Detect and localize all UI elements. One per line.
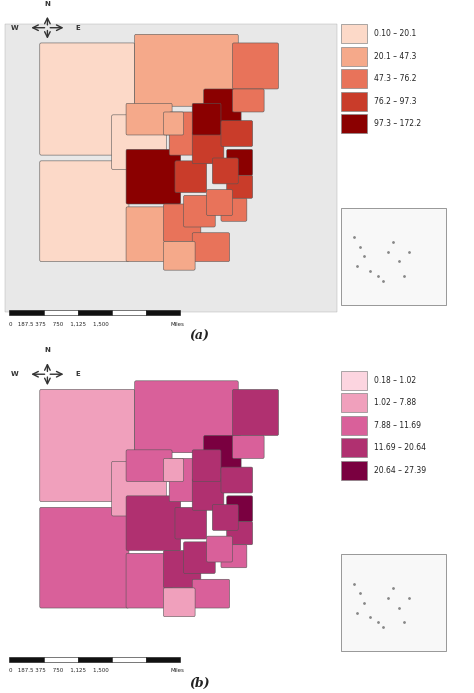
FancyBboxPatch shape — [164, 459, 183, 482]
Text: 1.02 – 7.88: 1.02 – 7.88 — [374, 398, 417, 407]
Text: 76.2 – 97.3: 76.2 – 97.3 — [374, 97, 417, 106]
FancyBboxPatch shape — [183, 195, 215, 227]
FancyBboxPatch shape — [207, 536, 232, 562]
FancyBboxPatch shape — [192, 103, 221, 135]
FancyBboxPatch shape — [192, 579, 229, 608]
FancyBboxPatch shape — [227, 150, 253, 175]
FancyBboxPatch shape — [221, 467, 253, 493]
FancyBboxPatch shape — [232, 435, 264, 459]
Text: 97.3 – 172.2: 97.3 – 172.2 — [374, 119, 421, 128]
Text: W: W — [11, 371, 19, 377]
FancyBboxPatch shape — [341, 461, 367, 480]
Text: Miles: Miles — [171, 668, 184, 673]
FancyBboxPatch shape — [227, 496, 253, 522]
Text: W: W — [11, 25, 19, 30]
FancyBboxPatch shape — [232, 89, 264, 112]
FancyBboxPatch shape — [204, 435, 241, 473]
Text: S: S — [45, 395, 50, 401]
FancyBboxPatch shape — [40, 507, 129, 608]
Text: 47.3 – 76.2: 47.3 – 76.2 — [374, 74, 417, 83]
Text: 7.88 – 11.69: 7.88 – 11.69 — [374, 421, 421, 430]
FancyBboxPatch shape — [169, 459, 198, 502]
Bar — [5, 24, 337, 312]
FancyBboxPatch shape — [112, 462, 166, 516]
FancyBboxPatch shape — [341, 416, 367, 435]
FancyBboxPatch shape — [135, 381, 238, 453]
Text: S: S — [45, 49, 50, 55]
FancyBboxPatch shape — [341, 393, 367, 412]
FancyBboxPatch shape — [175, 507, 207, 539]
FancyBboxPatch shape — [207, 190, 232, 216]
FancyBboxPatch shape — [183, 542, 215, 574]
Text: 11.69 – 20.64: 11.69 – 20.64 — [374, 444, 427, 453]
FancyBboxPatch shape — [126, 103, 172, 135]
FancyBboxPatch shape — [126, 450, 172, 482]
FancyBboxPatch shape — [341, 91, 367, 111]
FancyBboxPatch shape — [227, 175, 253, 198]
Bar — [341, 554, 446, 651]
Text: N: N — [45, 347, 50, 353]
FancyBboxPatch shape — [232, 389, 279, 435]
FancyBboxPatch shape — [112, 115, 166, 170]
FancyBboxPatch shape — [175, 161, 207, 193]
Bar — [9, 310, 44, 315]
Bar — [341, 208, 446, 305]
FancyBboxPatch shape — [164, 550, 201, 588]
FancyBboxPatch shape — [135, 35, 238, 106]
FancyBboxPatch shape — [204, 89, 241, 126]
FancyBboxPatch shape — [221, 121, 253, 146]
Text: 0.10 – 20.1: 0.10 – 20.1 — [374, 29, 417, 38]
Bar — [44, 657, 78, 662]
Text: E: E — [76, 25, 81, 30]
FancyBboxPatch shape — [164, 588, 195, 617]
FancyBboxPatch shape — [126, 496, 181, 550]
FancyBboxPatch shape — [221, 545, 247, 568]
Bar — [9, 657, 44, 662]
FancyBboxPatch shape — [126, 207, 172, 261]
Text: Miles: Miles — [171, 322, 184, 326]
Text: 0   187.5 375    750    1,125    1,500: 0 187.5 375 750 1,125 1,500 — [9, 668, 109, 673]
Bar — [44, 310, 78, 315]
Text: 0   187.5 375    750    1,125    1,500: 0 187.5 375 750 1,125 1,500 — [9, 322, 109, 326]
FancyBboxPatch shape — [341, 371, 367, 389]
Text: E: E — [76, 371, 81, 377]
FancyBboxPatch shape — [192, 132, 224, 164]
FancyBboxPatch shape — [221, 198, 247, 221]
Bar — [112, 310, 146, 315]
Text: 20.64 – 27.39: 20.64 – 27.39 — [374, 466, 427, 475]
FancyBboxPatch shape — [341, 69, 367, 89]
Text: (a): (a) — [189, 330, 209, 343]
FancyBboxPatch shape — [341, 46, 367, 66]
Bar — [112, 657, 146, 662]
Bar — [78, 657, 112, 662]
FancyBboxPatch shape — [341, 438, 367, 457]
FancyBboxPatch shape — [212, 505, 238, 530]
Bar — [146, 657, 180, 662]
FancyBboxPatch shape — [164, 204, 201, 241]
FancyBboxPatch shape — [164, 241, 195, 270]
Text: 0.18 – 1.02: 0.18 – 1.02 — [374, 376, 417, 385]
FancyBboxPatch shape — [40, 43, 135, 155]
Text: N: N — [45, 1, 50, 7]
FancyBboxPatch shape — [169, 112, 198, 155]
FancyBboxPatch shape — [212, 158, 238, 184]
Text: (b): (b) — [189, 676, 210, 690]
Text: 20.1 – 47.3: 20.1 – 47.3 — [374, 52, 417, 61]
Bar — [146, 310, 180, 315]
FancyBboxPatch shape — [40, 389, 135, 502]
FancyBboxPatch shape — [126, 150, 181, 204]
Bar — [78, 310, 112, 315]
FancyBboxPatch shape — [232, 43, 279, 89]
FancyBboxPatch shape — [341, 114, 367, 133]
FancyBboxPatch shape — [227, 522, 253, 545]
FancyBboxPatch shape — [192, 479, 224, 510]
FancyBboxPatch shape — [164, 112, 183, 135]
FancyBboxPatch shape — [192, 233, 229, 261]
FancyBboxPatch shape — [341, 24, 367, 43]
FancyBboxPatch shape — [192, 450, 221, 482]
FancyBboxPatch shape — [40, 161, 129, 261]
FancyBboxPatch shape — [126, 554, 172, 608]
